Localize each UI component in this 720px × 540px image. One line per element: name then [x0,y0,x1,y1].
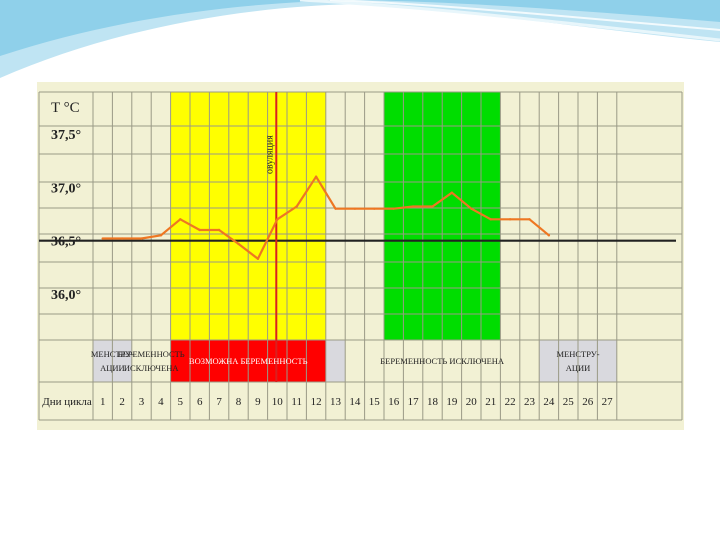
day-tick-label: 10 [272,396,284,408]
day-tick-label: 26 [582,396,594,408]
temperature-point [392,207,395,210]
band-label: БЕРЕМЕННОСТЬ ИСКЛЮЧЕНА [380,356,505,366]
day-tick-label: 14 [349,396,361,408]
temperature-point [198,228,201,232]
band-label-line2: ИСКЛЮЧЕНА [124,363,180,373]
temperature-point [353,207,357,210]
y-axis-title: T °C [51,100,80,116]
temperature-point [450,191,454,194]
day-tick-label: 22 [505,396,516,408]
temperature-point [140,237,143,240]
temperature-point [470,207,473,210]
day-tick-label: 17 [408,396,420,408]
temperature-point [547,234,551,237]
day-tick-label: 5 [178,396,184,408]
temperature-point [237,242,240,246]
band-label-line2: АЦИИ [100,363,125,373]
y-tick-label: 37,0° [51,181,81,196]
temperature-point [101,237,104,240]
day-tick-label: 1 [100,396,106,408]
day-tick-label: 16 [388,396,400,408]
temperature-point [431,205,434,208]
y-tick-label: 36,0° [51,288,81,303]
temperature-point [217,228,221,232]
temperature-point [411,205,415,208]
temperature-point [528,218,531,221]
x-axis-title: Дни цикла [42,396,92,408]
day-tick-label: 9 [255,396,261,408]
day-tick-label: 12 [311,396,322,408]
temperature-point [120,237,124,240]
y-tick-label: 36,5° [51,235,81,250]
day-tick-label: 2 [119,396,125,408]
ovulation-label: овуляция [264,135,275,174]
bbt-chart: овуляция T °C 37,5° 37,0° 36,5° 36,0° МЕНСТРУ-… [37,82,684,430]
day-tick-label: 4 [158,396,164,408]
band-cell-3 [325,340,346,382]
temperature-point [159,234,163,237]
temperature-point [256,257,260,260]
day-tick-label: 3 [139,396,145,408]
day-tick-label: 21 [485,396,496,408]
temperature-point [179,218,182,221]
temperature-point [489,218,492,221]
temperature-point [334,207,337,210]
temperature-point [508,218,512,221]
day-tick-label: 23 [524,396,536,408]
day-tick-label: 7 [216,396,222,408]
band-label-line2: АЦИИ [566,363,591,373]
band-label: БЕРЕМЕННОСТЬ [118,349,185,359]
day-tick-label: 24 [543,396,555,408]
day-tick-label: 15 [369,396,381,408]
temperature-point [373,207,376,210]
chart-svg: овуляция T °C 37,5° 37,0° 36,5° 36,0° МЕНСТРУ-… [38,91,683,421]
temperature-curve [102,175,550,260]
day-tick-label: 18 [427,396,439,408]
decorative-header-wave [0,0,720,78]
y-tick-label: 37,5° [51,128,81,143]
temperature-point [314,175,318,178]
day-tick-label: 19 [446,396,458,408]
day-tick-label: 27 [602,396,614,408]
day-tick-label: 6 [197,396,203,408]
temperature-point [276,218,279,221]
band-label: МЕНСТРУ- [91,349,134,359]
day-tick-label: 13 [330,396,342,408]
day-tick-label: 20 [466,396,478,408]
band-label: МЕНСТРУ- [556,349,599,359]
day-tick-label: 25 [563,396,575,408]
temperature-point [295,205,298,208]
band-label: ВОЗМОЖНА БЕРЕМЕННОСТЬ [189,356,308,366]
day-tick-label: 8 [236,396,242,408]
day-tick-label: 11 [291,396,302,408]
